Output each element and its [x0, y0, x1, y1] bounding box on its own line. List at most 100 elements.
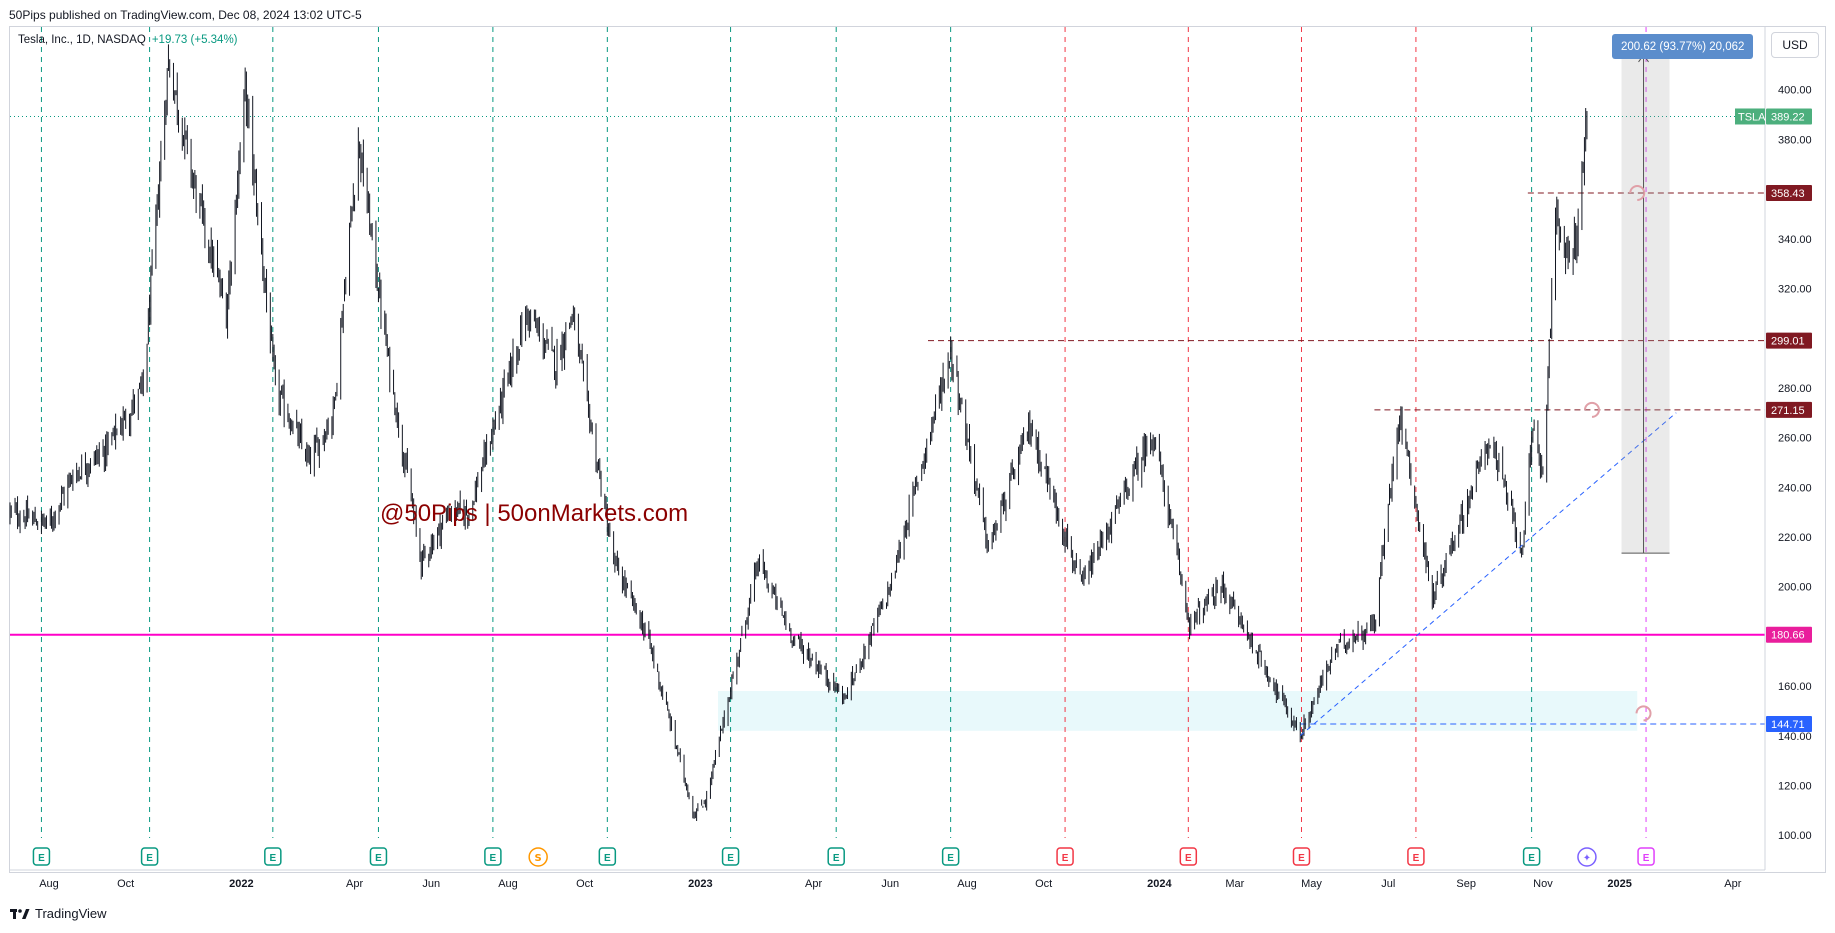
time-tick-label: Aug — [498, 878, 518, 890]
price-tag-label: 389.22 — [1771, 111, 1805, 123]
time-tick-label: May — [1301, 878, 1322, 890]
symbol-legend[interactable]: Tesla, Inc., 1D, NASDAQ +19.73 (+5.34%) — [18, 34, 238, 46]
watermark-text: @50Pips | 50onMarkets.com — [380, 500, 689, 527]
earnings-marker-label: E — [1298, 853, 1305, 864]
trendline — [1299, 412, 1677, 737]
price-tick-label: 260.00 — [1778, 433, 1812, 445]
price-tick-label: 280.00 — [1778, 383, 1812, 395]
earnings-marker-label: E — [38, 853, 45, 864]
earnings-marker-label: E — [947, 853, 954, 864]
symbol-tag — [1735, 108, 1765, 125]
earnings-marker — [1407, 847, 1425, 866]
price-tick-label: 160.00 — [1778, 681, 1812, 693]
price-tick-label: 380.00 — [1778, 134, 1812, 146]
earnings-marker-label: E — [375, 853, 382, 864]
time-tick-label: Oct — [117, 878, 134, 890]
horizontal-levels — [10, 115, 1765, 725]
symbol-tag-label: TSLA — [1738, 111, 1766, 123]
price-tick-label: 220.00 — [1778, 532, 1812, 544]
earnings-marker-label: E — [490, 853, 497, 864]
price-tick-label: 320.00 — [1778, 283, 1812, 295]
tradingview-logo-icon — [10, 908, 30, 919]
time-tick-label: Apr — [805, 878, 822, 890]
time-tick-label: Jun — [422, 878, 440, 890]
earnings-marker — [598, 847, 617, 866]
price-tick-label: 240.00 — [1778, 482, 1812, 494]
earnings-marker-label: E — [1643, 853, 1650, 864]
earnings-marker — [827, 847, 845, 866]
price-tag-label: 271.15 — [1771, 405, 1805, 417]
earnings-marker-label: E — [1528, 853, 1535, 864]
price-tag — [1766, 184, 1812, 201]
price-tick-label: 120.00 — [1778, 780, 1812, 792]
currency-button[interactable]: USD — [1771, 32, 1819, 58]
time-axis[interactable]: Aug Oct 2022 Apr Jun Aug Oct 2023 Apr Jun Aug Oct 20… — [10, 869, 1765, 890]
time-tick-label: 2024 — [1147, 878, 1172, 890]
measure-box — [1621, 54, 1670, 554]
time-tick-label: Mar — [1225, 878, 1244, 890]
price-tick-label: 200.00 — [1778, 582, 1812, 594]
event-marker — [528, 847, 548, 867]
price-tag — [1766, 716, 1812, 733]
earnings-marker — [484, 847, 502, 866]
earnings-marker — [1637, 847, 1655, 866]
earnings-marker — [140, 847, 159, 866]
earnings-marker — [32, 847, 51, 866]
price-tick-label: 140.00 — [1778, 731, 1812, 743]
measure-label: 200.62 (93.77%) 20,062 — [1612, 34, 1754, 59]
earnings-marker — [1179, 847, 1198, 866]
time-tick-label: Oct — [576, 878, 593, 890]
earnings-marker-label: E — [1062, 853, 1069, 864]
event-markers[interactable]: E E E E E E E E E E E E E E E S ✦ — [32, 847, 1655, 867]
price-tick-label: 100.00 — [1778, 830, 1812, 842]
time-tick-label: Aug — [39, 878, 59, 890]
price-tag-label: 144.71 — [1771, 719, 1805, 731]
cycle-icon — [1629, 185, 1646, 201]
time-tick-label: Oct — [1035, 878, 1052, 890]
time-tick-label: 2022 — [229, 878, 253, 890]
footer-brand: TradingView — [35, 906, 107, 921]
price-tag-label: 299.01 — [1771, 336, 1805, 348]
earnings-marker — [1522, 847, 1541, 866]
time-tick-label: 2025 — [1607, 878, 1631, 890]
price-tag — [1766, 626, 1812, 643]
earnings-marker-label: E — [604, 853, 611, 864]
time-tick-label: Apr — [1724, 878, 1741, 890]
price-change: +19.73 (+5.34%) — [151, 34, 238, 46]
symbol-title: Tesla, Inc., 1D, NASDAQ — [18, 34, 146, 46]
earnings-marker-label: E — [146, 853, 153, 864]
time-tick-label: Sep — [1456, 878, 1476, 890]
time-tick-label: Jul — [1381, 878, 1395, 890]
candlesticks — [9, 44, 1588, 822]
earnings-marker — [1292, 847, 1311, 866]
earnings-marker-label: E — [1185, 853, 1192, 864]
earnings-marker-label: E — [833, 853, 840, 864]
price-tick-label: 400.00 — [1778, 85, 1812, 97]
earnings-marker — [264, 847, 282, 866]
cycle-icon — [1583, 401, 1600, 418]
event-marker — [1577, 847, 1597, 867]
price-tag — [1766, 401, 1812, 418]
cycle-icon — [1635, 705, 1652, 722]
earnings-marker — [721, 847, 740, 866]
time-tick-label: Jun — [881, 878, 899, 890]
price-tag-label: 358.43 — [1771, 188, 1805, 200]
time-tick-label: Aug — [957, 878, 977, 890]
support-zone — [717, 691, 1638, 731]
price-tag — [1766, 332, 1812, 349]
support-zone-layer — [717, 691, 1638, 731]
earnings-marker — [369, 847, 388, 866]
time-tick-label: Apr — [346, 878, 363, 890]
price-tag-label: 180.66 — [1771, 630, 1805, 642]
price-axis[interactable]: 100.00120.00140.00160.00180.00200.00220.… — [1735, 27, 1812, 870]
publication-line: 50Pips published on TradingView.com, Dec… — [9, 8, 362, 22]
earnings-marker — [1056, 847, 1074, 866]
price-tick-label: 340.00 — [1778, 234, 1812, 246]
event-marker-label: ✦ — [1583, 853, 1591, 864]
time-tick-label: Nov — [1533, 878, 1553, 890]
earnings-marker-label: E — [269, 853, 276, 864]
price-tag — [1766, 108, 1812, 125]
earnings-marker-label: E — [1413, 853, 1420, 864]
earnings-marker-label: E — [727, 853, 734, 864]
